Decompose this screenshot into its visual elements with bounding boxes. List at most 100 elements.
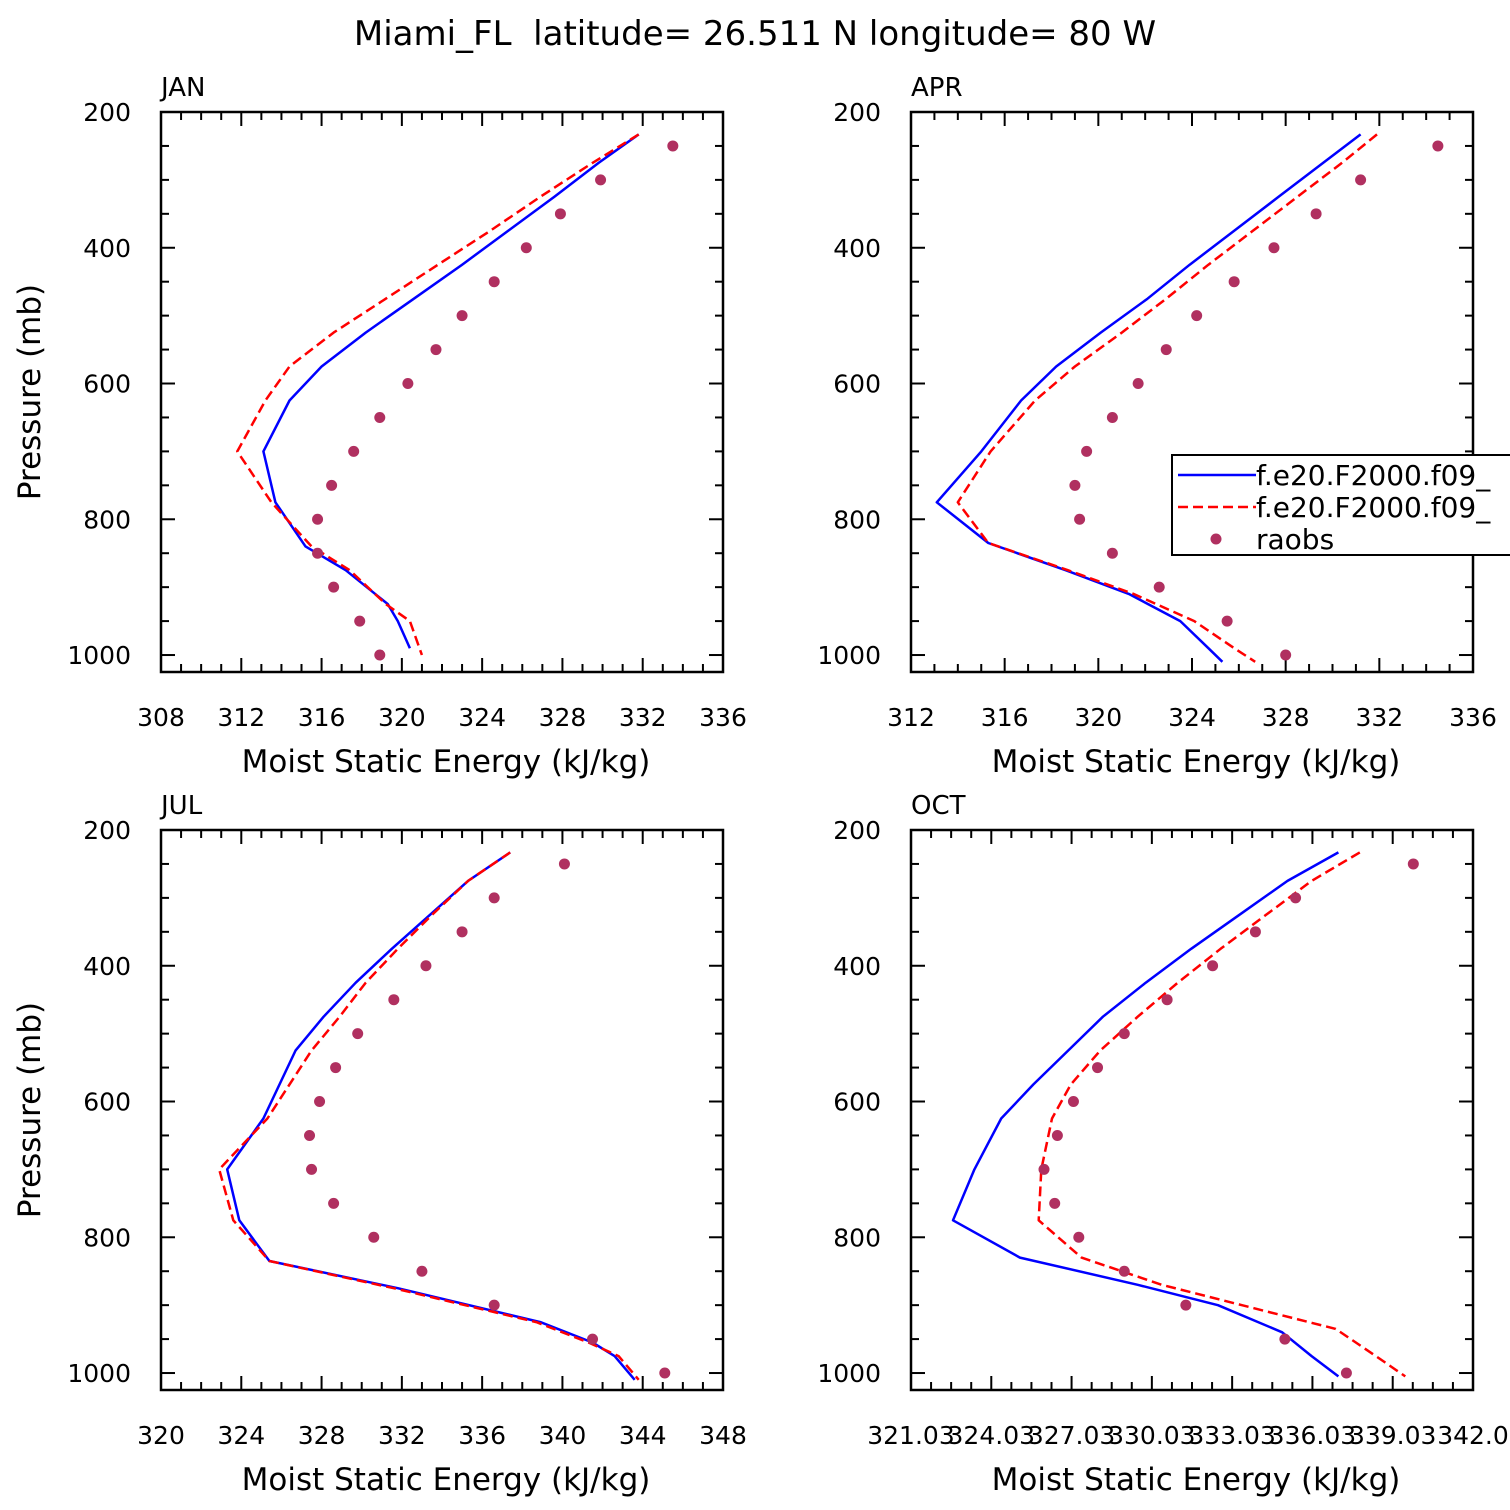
x-tick-label: 328 (298, 1421, 346, 1450)
x-tick-label: 332 (1355, 703, 1403, 732)
raobs-point (1340, 1367, 1352, 1379)
panels: JAN 308 312 316 320 324 328 332 336 200 400 600 800 1… (12, 73, 1509, 1498)
model-line-dashed (217, 851, 640, 1381)
x-tick-label: 324 (1168, 703, 1216, 732)
x-tick-label: 312 (217, 703, 265, 732)
y-tick-label: 400 (833, 952, 881, 981)
raobs-point (558, 858, 570, 870)
raobs-point (1118, 1028, 1130, 1040)
legend-marker (1210, 533, 1222, 545)
raobs-point (1092, 1062, 1104, 1074)
model-line-dashed (1037, 851, 1407, 1378)
raobs-point (1191, 310, 1203, 322)
raobs-point (1081, 445, 1093, 457)
y-tick-label: 800 (833, 505, 881, 534)
y-tick-label: 600 (833, 1088, 881, 1117)
raobs-point (1268, 242, 1280, 254)
raobs-point (1049, 1197, 1061, 1209)
raobs-point (1249, 926, 1261, 938)
raobs-point (374, 411, 386, 423)
y-tick-label: 1000 (67, 641, 131, 670)
legend-label: f.e20.F2000.f09_ (1256, 459, 1491, 492)
raobs-point (1310, 208, 1322, 220)
raobs-point (456, 310, 468, 322)
panel-oct: OCT321.03324.03327.03330.03333.03336.033… (817, 791, 1508, 1498)
x-tick-label: 336 (1449, 703, 1497, 732)
panel-label: JUL (159, 791, 203, 821)
raobs-point (312, 547, 324, 559)
raobs-point (416, 1265, 428, 1277)
x-tick-label: 328 (539, 703, 587, 732)
y-axis-label: Pressure (mb) (12, 1002, 48, 1218)
x-tick-label: 342.0 (1437, 1421, 1509, 1450)
raobs-point (1355, 174, 1367, 186)
legend: f.e20.F2000.f09_f.e20.F2000.f09_raobs (1171, 454, 1510, 556)
raobs-point (304, 1129, 316, 1141)
panel-label: JAN (159, 73, 205, 103)
x-tick-label: 344 (619, 1421, 667, 1450)
x-tick-label: 320 (1074, 703, 1122, 732)
model-line-solid (935, 133, 1362, 663)
raobs-point (1073, 1231, 1085, 1243)
raobs-point (430, 344, 442, 356)
raobs-point (306, 1163, 318, 1175)
raobs-point (330, 1062, 342, 1074)
raobs-point (488, 276, 500, 288)
raobs-point (326, 479, 338, 491)
plot-frame (909, 828, 1475, 1392)
raobs-point (1106, 547, 1118, 559)
x-tick-label: 308 (137, 703, 185, 732)
raobs-point (1180, 1299, 1192, 1311)
plot-frame (159, 110, 725, 674)
raobs-point (667, 140, 679, 152)
raobs-point (1160, 344, 1172, 356)
raobs-point (488, 1299, 500, 1311)
raobs-point (488, 892, 500, 904)
panel-jan: JAN 308 312 316 320 324 328 332 336 200 400 600 800 1… (12, 73, 747, 780)
x-tick-label: 312 (887, 703, 935, 732)
raobs-point (1161, 994, 1173, 1006)
x-tick-label: 330.03 (1108, 1421, 1195, 1450)
x-tick-label: 336 (458, 1421, 506, 1450)
legend-box (1171, 454, 1510, 556)
y-tick-label: 800 (833, 1223, 881, 1252)
raobs-point (1069, 479, 1081, 491)
x-tick-label: 336.03 (1269, 1421, 1356, 1450)
raobs-point (348, 445, 360, 457)
y-tick-label: 600 (83, 1088, 131, 1117)
y-tick-label: 200 (83, 816, 131, 845)
x-tick-label: 328 (1262, 703, 1310, 732)
x-tick-label: 320 (378, 703, 426, 732)
y-tick-label: 400 (83, 234, 131, 263)
raobs-point (1038, 1163, 1050, 1175)
x-tick-label: 316 (981, 703, 1029, 732)
raobs-point (456, 926, 468, 938)
x-tick-label: 316 (298, 703, 346, 732)
raobs-point (402, 378, 414, 390)
model-line-solid (225, 851, 636, 1381)
x-axis-label: Moist Static Energy (kJ/kg) (992, 1462, 1401, 1498)
y-tick-label: 1000 (67, 1359, 131, 1388)
raobs-point (554, 208, 566, 220)
raobs-point (1228, 276, 1240, 288)
raobs-point (1279, 1333, 1291, 1345)
x-tick-label: 327.03 (1028, 1421, 1115, 1450)
raobs-point (328, 1197, 340, 1209)
y-axis-label: Pressure (mb) (12, 284, 48, 500)
y-tick-label: 600 (83, 370, 131, 399)
panel-apr: APR 312 316 320 324 328 332 336 200 400 600 800 1000… (817, 73, 1496, 780)
raobs-point (520, 242, 532, 254)
panel-label: OCT (911, 791, 966, 821)
x-tick-label: 324 (217, 1421, 265, 1450)
model-line-dashed (236, 133, 640, 656)
x-tick-label: 332 (619, 703, 667, 732)
raobs-point (1221, 615, 1233, 627)
x-tick-label: 348 (699, 1421, 747, 1450)
raobs-point (352, 1028, 364, 1040)
raobs-point (388, 994, 400, 1006)
raobs-point (1051, 1129, 1063, 1141)
raobs-point (1106, 411, 1118, 423)
raobs-point (1118, 1265, 1130, 1277)
plot-frame (159, 828, 725, 1392)
